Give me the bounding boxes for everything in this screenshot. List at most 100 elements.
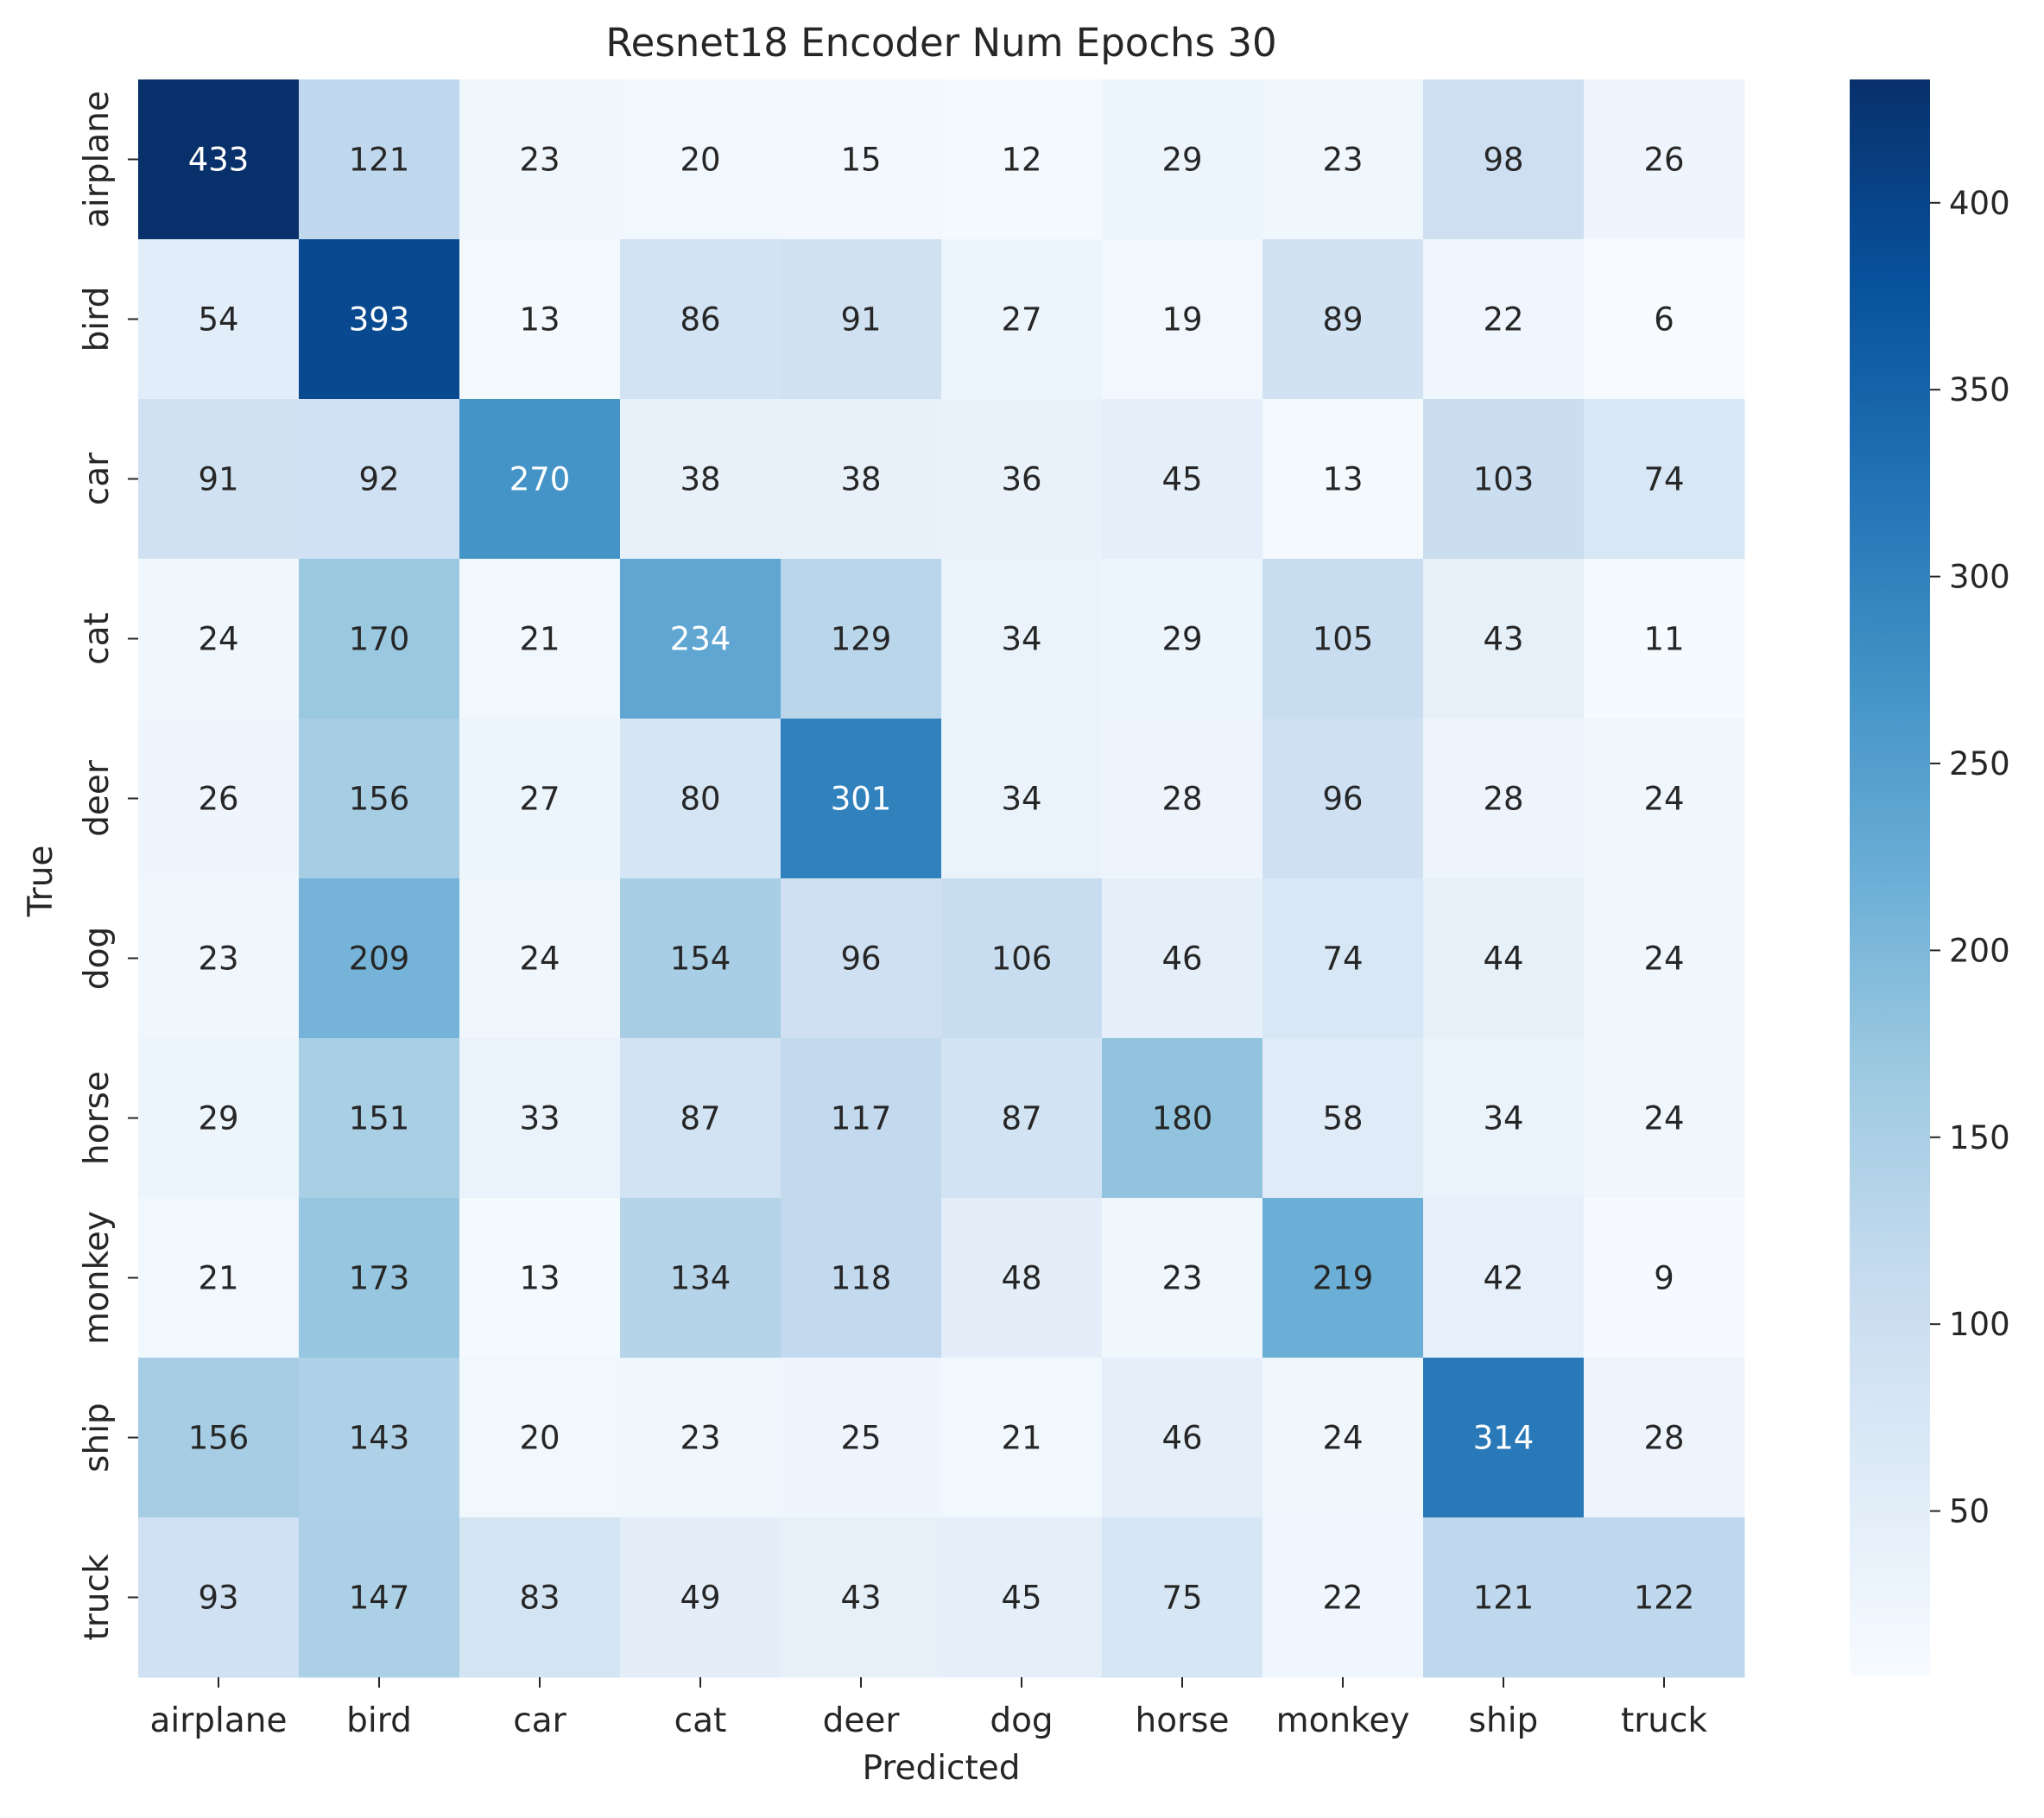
cell-value-label: 24 — [1643, 1100, 1684, 1137]
cell-value-label: 34 — [1483, 1100, 1523, 1137]
heatmap-cell — [620, 1038, 782, 1199]
y-tick-label: bird — [78, 287, 117, 352]
heatmap-cell — [138, 239, 300, 400]
x-tick-label: dog — [990, 1701, 1053, 1740]
cell-value-label: 106 — [991, 941, 1053, 978]
heatmap-cell — [1262, 1358, 1424, 1518]
heatmap-cell — [299, 79, 460, 240]
x-tick-label: airplane — [150, 1701, 288, 1740]
y-axis-ticks: airplane bird car cat deer dog horse monkey ship… — [78, 91, 138, 1641]
heatmap-cell — [620, 1517, 782, 1678]
colorbar-tick-label: 300 — [1949, 559, 2010, 596]
heatmap-cell — [1584, 1038, 1745, 1199]
x-tick-label: bird — [346, 1701, 412, 1740]
y-tick-label: dog — [78, 927, 117, 990]
cell-value-label: 22 — [1483, 301, 1523, 339]
cell-value-label: 20 — [519, 1420, 560, 1457]
heatmap-cell — [620, 239, 782, 400]
y-tick-label: deer — [78, 759, 117, 837]
cell-value-label: 393 — [349, 301, 410, 339]
x-tick-label: car — [513, 1701, 566, 1740]
cell-value-label: 48 — [1001, 1260, 1041, 1297]
cell-value-label: 13 — [519, 1260, 560, 1297]
cell-value-label: 28 — [1483, 781, 1523, 818]
y-tick-label: horse — [78, 1071, 117, 1165]
cell-value-label: 6 — [1654, 301, 1674, 339]
x-tick-label: truck — [1621, 1701, 1707, 1740]
heatmap-cell — [620, 878, 782, 1039]
heatmap-cell — [1423, 559, 1585, 719]
cell-value-label: 13 — [1322, 461, 1363, 498]
heatmap-cell — [299, 719, 460, 879]
heatmap-cell — [1584, 559, 1745, 719]
heatmap-cell — [620, 719, 782, 879]
cell-value-label: 19 — [1161, 301, 1202, 339]
cell-value-label: 34 — [1001, 781, 1041, 818]
y-tick-label: ship — [78, 1403, 117, 1473]
heatmap-cell — [299, 1517, 460, 1678]
y-tick-label: car — [78, 452, 117, 505]
cell-value-label: 58 — [1322, 1100, 1363, 1137]
cell-value-label: 314 — [1473, 1420, 1535, 1457]
cell-value-label: 13 — [519, 301, 560, 339]
colorbar — [1850, 79, 1930, 1675]
cell-value-label: 20 — [680, 142, 720, 179]
heatmap-cell — [781, 1358, 942, 1518]
colorbar-tick-label: 400 — [1949, 185, 2010, 222]
heatmap-cell — [1262, 1038, 1424, 1199]
cell-value-label: 29 — [1161, 142, 1202, 179]
heatmap-cell — [1102, 559, 1263, 719]
heatmap-cell — [1262, 79, 1424, 240]
heatmap-cell — [941, 79, 1103, 240]
heatmap-cell — [299, 559, 460, 719]
cell-value-label: 219 — [1313, 1260, 1374, 1297]
heatmap-cell — [1102, 399, 1263, 560]
heatmap-cell — [138, 399, 300, 560]
cell-value-label: 156 — [349, 781, 410, 818]
heatmap-cell — [941, 399, 1103, 560]
cell-value-label: 26 — [198, 781, 238, 818]
cell-value-label: 98 — [1483, 142, 1523, 179]
x-tick-label: horse — [1136, 1701, 1230, 1740]
cell-value-label: 43 — [1483, 621, 1523, 658]
cell-value-label: 28 — [1643, 1420, 1684, 1457]
cell-value-label: 143 — [349, 1420, 410, 1457]
cell-value-label: 134 — [670, 1260, 731, 1297]
cell-value-label: 23 — [519, 142, 560, 179]
cell-value-label: 75 — [1161, 1580, 1202, 1617]
y-tick-label: truck — [78, 1554, 117, 1640]
cell-value-label: 36 — [1001, 461, 1041, 498]
cell-value-label: 45 — [1001, 1580, 1041, 1617]
cell-value-label: 270 — [509, 461, 571, 498]
heatmap-cell — [459, 79, 621, 240]
heatmap-cell — [459, 399, 621, 560]
cell-value-label: 21 — [1001, 1420, 1041, 1457]
heatmap-cell — [1584, 1517, 1745, 1678]
cell-value-label: 38 — [680, 461, 720, 498]
heatmap-cell — [1102, 719, 1263, 879]
heatmap-cell — [1423, 239, 1585, 400]
heatmap-cell — [1584, 1198, 1745, 1359]
heatmap-cell — [138, 1358, 300, 1518]
heatmap-cell — [138, 559, 300, 719]
cell-value-label: 23 — [198, 941, 238, 978]
cell-value-label: 29 — [198, 1100, 238, 1137]
cell-value-label: 118 — [831, 1260, 892, 1297]
cell-value-label: 74 — [1322, 941, 1363, 978]
heatmap-cell — [299, 239, 460, 400]
cell-value-label: 23 — [1161, 1260, 1202, 1297]
cell-value-label: 42 — [1483, 1260, 1523, 1297]
cell-value-label: 87 — [1001, 1100, 1041, 1137]
heatmap-cell — [459, 1517, 621, 1678]
cell-value-label: 34 — [1001, 621, 1041, 658]
colorbar-tick-label: 100 — [1949, 1306, 2010, 1343]
heatmap-cell — [1423, 878, 1585, 1039]
cell-value-label: 21 — [519, 621, 560, 658]
cell-value-label: 180 — [1152, 1100, 1213, 1137]
heatmap-cell — [138, 1038, 300, 1199]
cell-value-label: 170 — [349, 621, 410, 658]
heatmap-cell — [1423, 1198, 1585, 1359]
heatmap-cell — [1102, 878, 1263, 1039]
cell-value-label: 117 — [831, 1100, 892, 1137]
heatmap-cell — [1262, 399, 1424, 560]
